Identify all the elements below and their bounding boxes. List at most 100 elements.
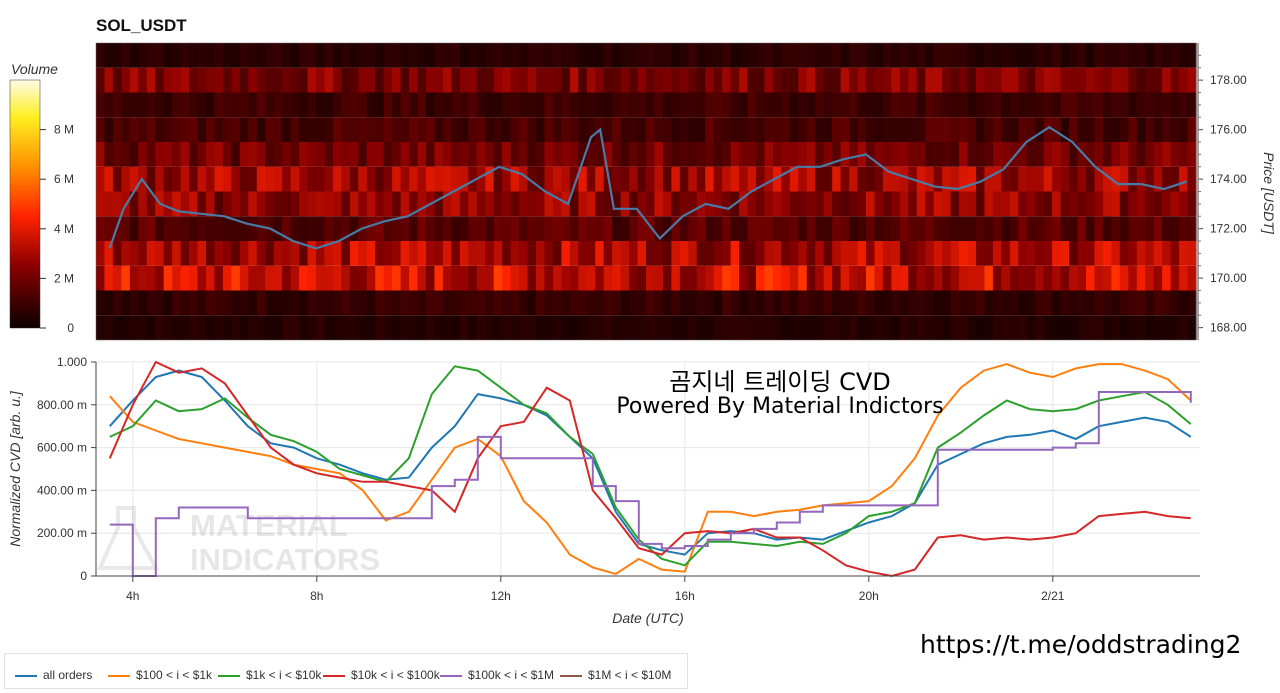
heatmap-cell	[96, 216, 106, 241]
heatmap-cell	[612, 92, 622, 118]
heatmap-cell	[375, 241, 385, 266]
heatmap-cell	[671, 43, 681, 68]
legend-item[interactable]: $1M < i < $10M	[560, 668, 671, 682]
heatmap-cell	[349, 142, 359, 167]
heatmap-cell	[197, 142, 207, 167]
heatmap-cell	[248, 265, 258, 291]
heatmap-cell	[1018, 92, 1028, 118]
heatmap-cell	[552, 142, 562, 167]
heatmap-cell	[874, 216, 884, 241]
heatmap-cell	[959, 117, 969, 142]
heatmap-cell	[383, 290, 393, 316]
heatmap-cell	[324, 216, 334, 241]
heatmap-cell	[180, 290, 190, 316]
heatmap-cell	[256, 92, 266, 118]
heatmap-cell	[713, 265, 723, 291]
heatmap-cell	[519, 166, 529, 192]
heatmap-cell	[409, 241, 419, 266]
heatmap-cell	[1162, 241, 1172, 266]
heatmap-cell	[1060, 290, 1070, 316]
heatmap-cell	[265, 92, 275, 118]
heatmap-cell	[409, 142, 419, 167]
heatmap-cell	[1128, 216, 1138, 241]
heatmap-cell	[316, 216, 326, 241]
heatmap-cell	[612, 166, 622, 192]
legend-item[interactable]: $100k < i < $1M	[440, 668, 554, 682]
heatmap-cell	[510, 117, 520, 142]
legend-swatch	[440, 674, 462, 677]
heatmap-cell	[722, 166, 732, 192]
heatmap-cell	[959, 290, 969, 316]
heatmap-cell	[569, 315, 579, 340]
heatmap-cell	[857, 92, 867, 118]
heatmap-cell	[679, 265, 689, 291]
heatmap-cell	[409, 117, 419, 142]
legend-item[interactable]: all orders	[15, 668, 92, 682]
heatmap-cell	[1119, 142, 1129, 167]
heatmap-cell	[603, 241, 613, 266]
heatmap-cell	[925, 92, 935, 118]
heatmap-cell	[426, 92, 436, 118]
heatmap-cell	[1009, 241, 1019, 266]
heatmap-cell	[121, 315, 131, 340]
heatmap-cell	[916, 142, 926, 167]
heatmap-cell	[1187, 265, 1197, 291]
heatmap-cell	[866, 191, 876, 217]
heatmap-cell	[231, 166, 241, 192]
heatmap-cell	[612, 241, 622, 266]
heatmap-cell	[815, 43, 825, 68]
heatmap-cell	[722, 92, 732, 118]
heatmap-cell	[442, 191, 452, 217]
heatmap-cell	[612, 315, 622, 340]
legend-item[interactable]: $10k < i < $100k	[323, 668, 440, 682]
heatmap-cell	[739, 166, 749, 192]
heatmap-cell	[688, 241, 698, 266]
heatmap-cell	[544, 216, 554, 241]
heatmap-cell	[679, 216, 689, 241]
heatmap-cell	[468, 191, 478, 217]
heatmap-cell	[1153, 43, 1163, 68]
heatmap-cell	[544, 265, 554, 291]
heatmap-cell	[434, 191, 444, 217]
heatmap-cell	[1094, 142, 1104, 167]
heatmap-cell	[789, 315, 799, 340]
heatmap-cell	[637, 191, 647, 217]
heatmap-cell	[696, 191, 706, 217]
heatmap-cell	[781, 166, 791, 192]
heatmap-cell	[586, 290, 596, 316]
heatmap-cell	[197, 67, 207, 93]
heatmap-cell	[519, 67, 529, 93]
heatmap-cell	[349, 117, 359, 142]
heatmap-cell	[832, 241, 842, 266]
heatmap-cell	[426, 142, 436, 167]
legend-item[interactable]: $100 < i < $1k	[108, 668, 212, 682]
heatmap-cell	[1119, 315, 1129, 340]
heatmap-cell	[299, 265, 309, 291]
heatmap-cell	[942, 191, 952, 217]
heatmap-cell	[1102, 166, 1112, 192]
heatmap-cell	[899, 67, 909, 93]
heatmap-cell	[612, 290, 622, 316]
heatmap-cell	[713, 241, 723, 266]
heatmap-cell	[536, 315, 546, 340]
heatmap-cell	[671, 265, 681, 291]
heatmap-cell	[299, 43, 309, 68]
heatmap-cell	[933, 315, 943, 340]
heatmap-cell	[1077, 265, 1087, 291]
heatmap-cell	[527, 166, 537, 192]
footer-url: https://t.me/oddstrading2	[920, 630, 1242, 659]
heatmap-cell	[705, 43, 715, 68]
heatmap-cell	[857, 117, 867, 142]
heatmap-cell	[916, 43, 926, 68]
heatmap-cell	[1119, 92, 1129, 118]
heatmap-cell	[1060, 117, 1070, 142]
heatmap-cell	[510, 67, 520, 93]
heatmap-cell	[823, 142, 833, 167]
heatmap-cell	[1086, 166, 1096, 192]
heatmap-cell	[1077, 117, 1087, 142]
legend-item[interactable]: $1k < i < $10k	[218, 668, 321, 682]
heatmap-cell	[519, 290, 529, 316]
heatmap-cell	[290, 43, 300, 68]
heatmap-cell	[840, 216, 850, 241]
